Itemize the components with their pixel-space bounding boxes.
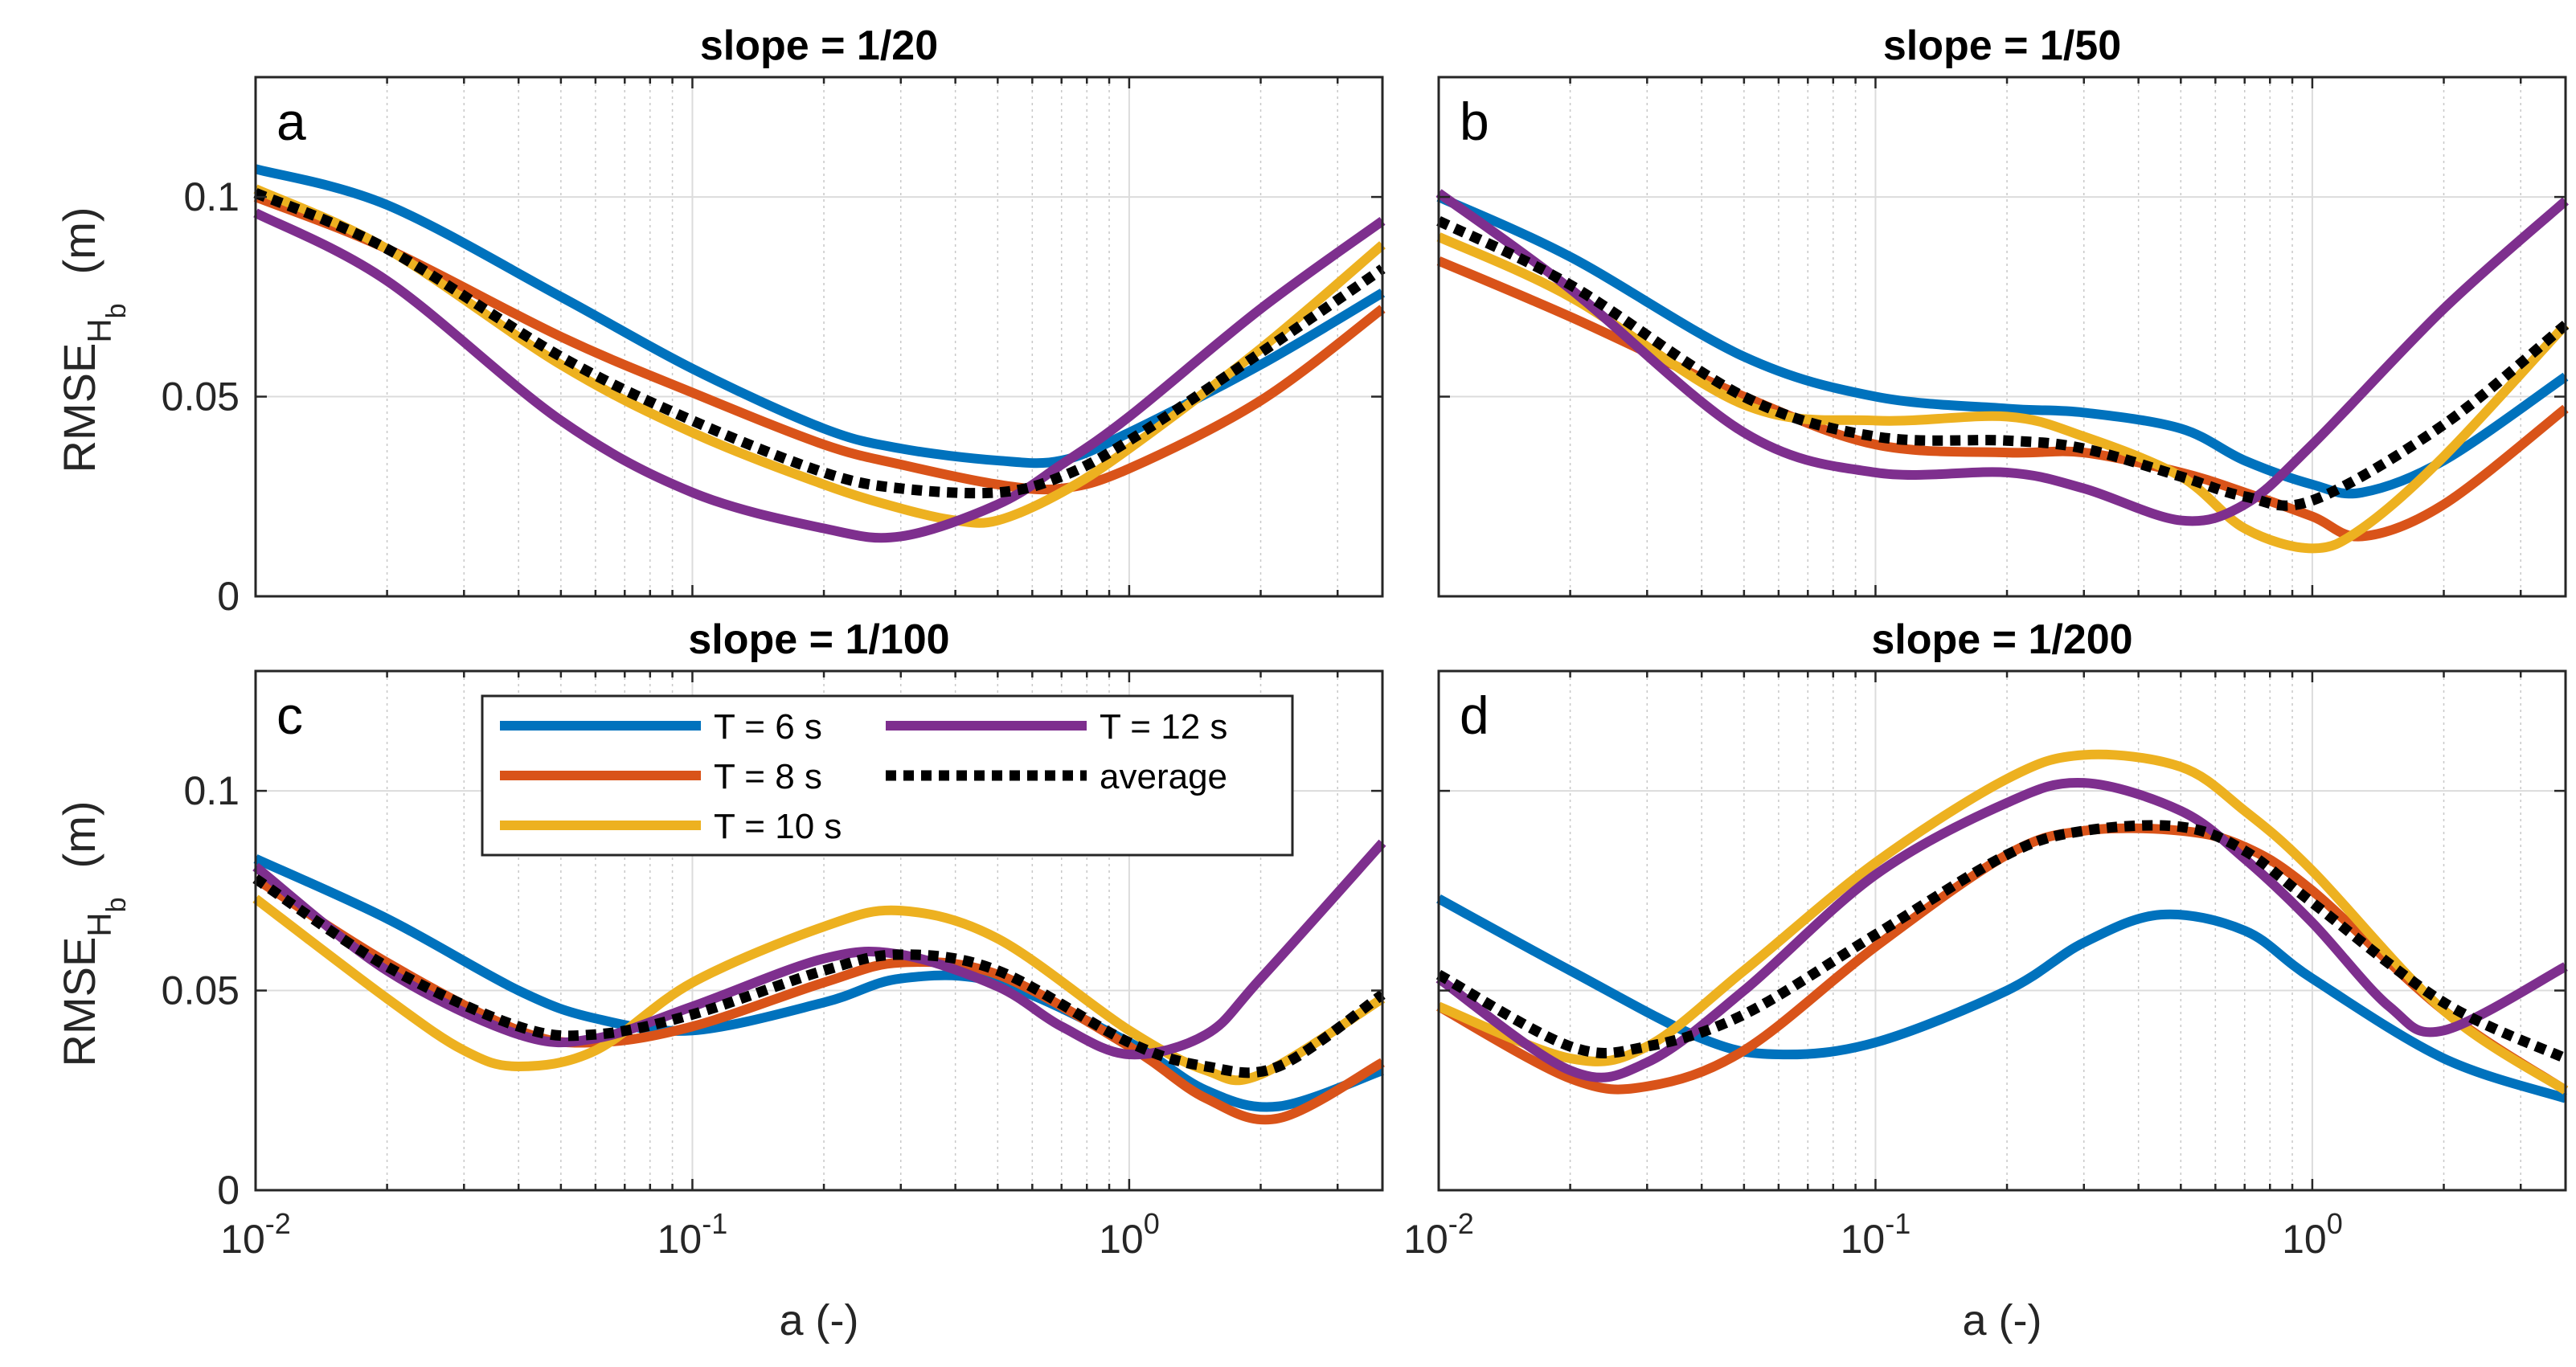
x-tick-label: 10-1 [657,1207,728,1262]
series-line-6s [253,854,1385,1112]
x-tick-base: 10 [220,1217,265,1262]
plot-area [1439,671,2566,1190]
series-line-8s [1436,823,2569,1095]
plot-area [256,77,1382,596]
x-tick-base: 10 [657,1217,702,1262]
x-tick-base: 10 [2282,1217,2327,1262]
y-axis-label-subscript: H [80,318,118,342]
series-line-6s [1436,894,2567,1103]
y-axis-label-subsubscript: b [101,303,132,318]
series-line-10s [1436,232,2570,554]
y-tick-label: 0.1 [183,768,240,813]
x-tick-exponent: 0 [2327,1207,2343,1240]
x-tick-base: 10 [1403,1217,1448,1262]
series-line-8s [252,874,1385,1125]
panel-label: b [1460,92,1489,151]
panel-label: d [1460,686,1489,745]
axes-frame [1437,669,2567,1192]
y-axis-label: RMSEHb (m) [54,800,132,1066]
x-tick-label: 10-2 [220,1207,291,1262]
x-tick-exponent: -1 [1885,1207,1910,1240]
x-tick-exponent: -1 [702,1207,727,1240]
average-line [253,188,1386,499]
panel-b: slope = 1/50 b [1435,23,2570,598]
series-line-8s [253,192,1386,495]
average-line [252,874,1386,1078]
average-line [1435,820,2568,1063]
y-tick-label: 0.05 [162,968,240,1013]
series-group [1435,189,2570,554]
y-tick-label: 0.05 [162,374,240,420]
x-tick-label: 10-1 [1841,1207,1911,1262]
ticks [1437,671,2566,1192]
y-axis-label-unit: (m) [54,800,104,868]
ticks [1437,77,2566,598]
panel-title: slope = 1/50 [1883,23,2121,69]
legend-label: T = 10 s [714,807,842,846]
y-tick-label: 0 [217,574,240,619]
x-tick-label: 100 [1099,1207,1160,1262]
panel-label: a [276,92,306,151]
panel-title: slope = 1/20 [700,23,938,69]
x-tick-base: 10 [1841,1217,1886,1262]
axes-frame [1437,76,2567,598]
legend-label: T = 6 s [714,707,822,747]
average-line [1436,216,2570,511]
ticks [254,77,1382,598]
series-group [1435,749,2569,1103]
legend: T = 6 s T = 8 s T = 10 s T = 12 s average [481,694,1294,857]
legend-label: T = 12 s [1100,707,1227,747]
x-axis-label: a (-) [780,1296,859,1344]
panel-title: slope = 1/200 [1871,616,2132,663]
x-tick-base: 10 [1099,1217,1144,1262]
y-tick-label: 0 [217,1168,240,1213]
x-tick-label: 100 [2282,1207,2343,1262]
series-line-12s [253,208,1386,543]
axes-frame [254,76,1384,598]
series-line-6s [1436,192,2569,499]
y-tick-label: 0.1 [183,174,240,219]
y-axis-label-main: RMSE [54,343,104,473]
x-tick-exponent: -2 [1448,1207,1474,1240]
ticks [254,671,1382,1192]
legend-label: average [1100,757,1227,796]
series-group [252,839,1386,1125]
series-group [253,164,1386,543]
series-line-12s [252,839,1386,1060]
series-line-12s [1435,777,2568,1083]
y-axis-label-main: RMSE [54,937,104,1067]
panel-title: slope = 1/100 [688,616,949,663]
x-tick-exponent: -2 [265,1207,291,1240]
x-axis-label: a (-) [1963,1296,2042,1344]
series-line-12s [1435,189,2569,526]
x-tick-exponent: 0 [1144,1207,1160,1240]
y-axis-label-subscript: H [80,912,118,936]
grid-lines [255,77,1382,596]
x-tick-label: 10-2 [1403,1207,1474,1262]
y-axis-label-subsubscript: b [101,897,132,912]
y-axis-label: RMSEHb (m) [54,207,132,473]
panel-label: c [276,686,303,745]
legend-label: T = 8 s [714,757,822,796]
y-axis-label-unit: (m) [54,207,104,274]
panel-a: 0 0.05 0.1 slope = 1/20 a RMSEHb (m) [54,23,1386,619]
axes-frame [254,669,1384,1192]
